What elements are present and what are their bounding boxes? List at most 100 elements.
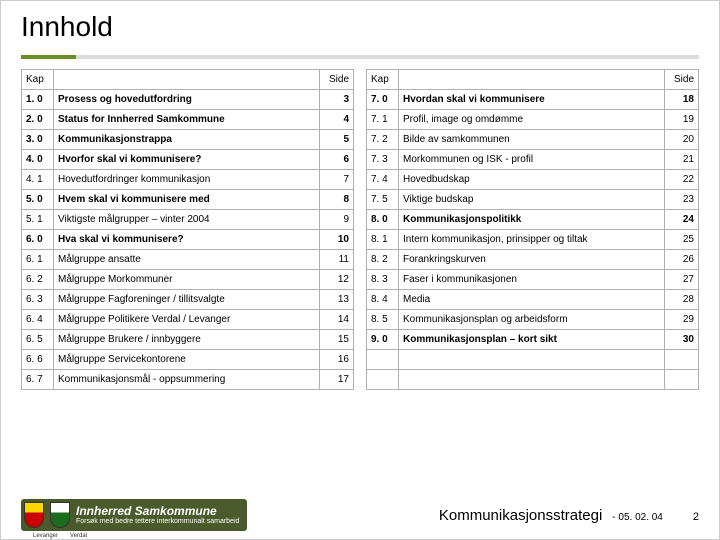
cell: 7. 0 [367,90,399,110]
shield-levanger-icon [24,502,44,528]
cell: 30 [665,330,699,350]
cell: 21 [665,150,699,170]
footer: Innherred Samkommune Forsøk med bedre te… [21,499,699,531]
table-row: 8. 4Media28 [367,290,699,310]
col-kap: Kap [367,70,399,90]
cell: 11 [320,250,354,270]
cell: 4. 0 [22,150,54,170]
cell: 19 [665,110,699,130]
cell: 22 [665,170,699,190]
cell: 9. 0 [367,330,399,350]
cell: 6. 1 [22,250,54,270]
cell [665,350,699,370]
table-row: 9. 0Kommunikasjonsplan – kort sikt30 [367,330,699,350]
footer-page: 2 [693,511,699,523]
cell: 7. 3 [367,150,399,170]
cell: Profil, image og omdømme [399,110,665,130]
footer-date: - 05. 02. 04 [612,512,663,523]
cell: 8. 5 [367,310,399,330]
cell: Viktigste målgrupper – vinter 2004 [54,210,320,230]
cell: 8. 2 [367,250,399,270]
shield-verdal-icon [50,502,70,528]
cell: 3. 0 [22,130,54,150]
cell: 18 [665,90,699,110]
table-row: 5. 0Hvem skal vi kommunisere med8 [22,190,354,210]
cell: Kommunikasjonsmål - oppsummering [54,370,320,390]
cell: 27 [665,270,699,290]
cell: Prosess og hovedutfordring [54,90,320,110]
table-row: 6. 4Målgruppe Politikere Verdal / Levang… [22,310,354,330]
cell: 24 [665,210,699,230]
cell: Faser i kommunikasjonen [399,270,665,290]
toc-right: KapSide7. 0Hvordan skal vi kommunisere18… [366,69,699,390]
cell: 7 [320,170,354,190]
cell: 23 [665,190,699,210]
cell: 16 [320,350,354,370]
table-row: 4. 0Hvorfor skal vi kommunisere?6 [22,150,354,170]
cell: 3 [320,90,354,110]
cell: 6. 3 [22,290,54,310]
cell: 6. 2 [22,270,54,290]
toc-tables: KapSide1. 0Prosess og hovedutfordring32.… [1,59,719,390]
cell: 26 [665,250,699,270]
muni-labels: Levanger Verdal [33,533,87,539]
cell: 13 [320,290,354,310]
cell: Målgruppe ansatte [54,250,320,270]
cell: 6. 0 [22,230,54,250]
cell: 29 [665,310,699,330]
cell: Kommunikasjonspolitikk [399,210,665,230]
cell: 6. 7 [22,370,54,390]
col-side: Side [665,70,699,90]
table-row: 8. 5Kommunikasjonsplan og arbeidsform29 [367,310,699,330]
cell: Hovedutfordringer kommunikasjon [54,170,320,190]
cell: Hva skal vi kommunisere? [54,230,320,250]
cell: Målgruppe Morkommuner [54,270,320,290]
cell: 5. 0 [22,190,54,210]
table-row: 4. 1Hovedutfordringer kommunikasjon7 [22,170,354,190]
cell: 8. 4 [367,290,399,310]
table-row [367,350,699,370]
table-row: 6. 6Målgruppe Servicekontorene16 [22,350,354,370]
toc-left: KapSide1. 0Prosess og hovedutfordring32.… [21,69,354,390]
cell [399,350,665,370]
col-side: Side [320,70,354,90]
cell: 8. 3 [367,270,399,290]
cell: Kommunikasjonsplan – kort sikt [399,330,665,350]
table-row: 7. 2Bilde av samkommunen20 [367,130,699,150]
table-row: 6. 7Kommunikasjonsmål - oppsummering17 [22,370,354,390]
col-title [399,70,665,90]
cell: Intern kommunikasjon, prinsipper og tilt… [399,230,665,250]
table-row: 7. 5Viktige budskap23 [367,190,699,210]
label-verdal: Verdal [70,533,87,539]
logo-line1: Innherred Samkommune [76,505,239,518]
logo-text: Innherred Samkommune Forsøk med bedre te… [76,505,239,526]
table-row: 7. 4Hovedbudskap22 [367,170,699,190]
cell: Hvordan skal vi kommunisere [399,90,665,110]
cell [399,370,665,390]
cell: Viktige budskap [399,190,665,210]
table-row: 7. 3Morkommunen og ISK - profil21 [367,150,699,170]
table-row: 8. 2Forankringskurven26 [367,250,699,270]
cell: Hovedbudskap [399,170,665,190]
cell: Hvorfor skal vi kommunisere? [54,150,320,170]
table-row: 1. 0Prosess og hovedutfordring3 [22,90,354,110]
cell: Målgruppe Politikere Verdal / Levanger [54,310,320,330]
logo-line2: Forsøk med bedre tettere interkommunalt … [76,518,239,526]
table-row: 7. 0Hvordan skal vi kommunisere18 [367,90,699,110]
cell: 28 [665,290,699,310]
cell: Bilde av samkommunen [399,130,665,150]
cell: 6. 4 [22,310,54,330]
cell: 6. 6 [22,350,54,370]
cell: 6. 5 [22,330,54,350]
cell: 12 [320,270,354,290]
table-row [367,370,699,390]
table-row: 6. 5Målgruppe Brukere / innbyggere15 [22,330,354,350]
cell: 7. 4 [367,170,399,190]
cell [665,370,699,390]
cell [367,350,399,370]
cell: 5 [320,130,354,150]
cell: 8 [320,190,354,210]
cell: Målgruppe Servicekontorene [54,350,320,370]
table-row: 6. 2Målgruppe Morkommuner12 [22,270,354,290]
cell: Kommunikasjonsplan og arbeidsform [399,310,665,330]
